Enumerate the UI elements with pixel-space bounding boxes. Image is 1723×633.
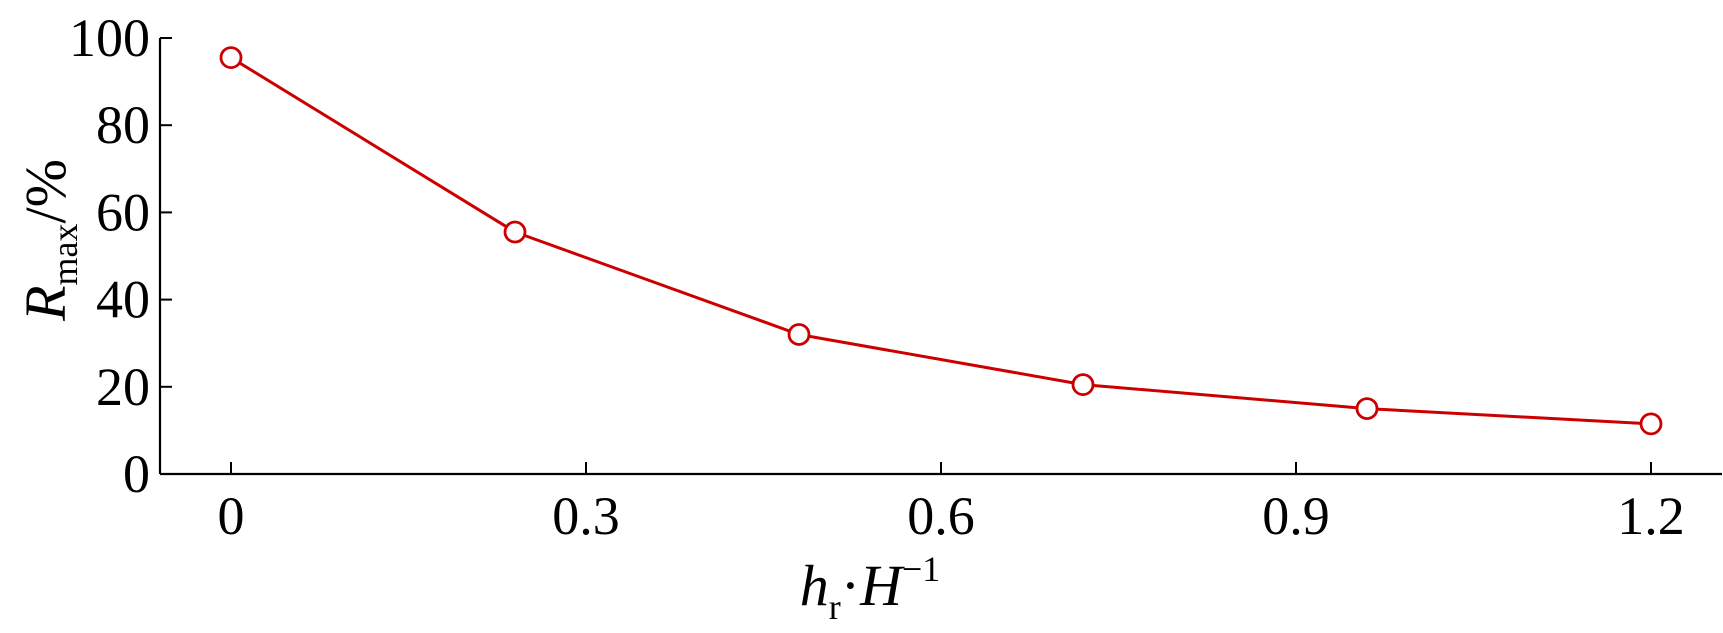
series — [219, 46, 1663, 436]
x-tick-label: 0.3 — [552, 486, 620, 546]
y-tick-label: 40 — [96, 270, 150, 330]
data-point — [503, 220, 527, 244]
y-axis-label: Rmax/% — [13, 159, 85, 322]
x-axis-label-dot: · — [841, 553, 860, 618]
ticks: 0 20 40 60 80 100 0 0.3 0.6 0.9 1.2 — [69, 8, 1685, 546]
data-point — [787, 323, 811, 346]
x-tick-label: 0 — [218, 486, 245, 546]
data-point — [219, 46, 243, 70]
x-tick-label: 1.2 — [1617, 486, 1685, 546]
series-line — [230, 56, 1652, 426]
x-tick-label: 0.6 — [907, 486, 975, 546]
axes — [158, 38, 1722, 476]
x-axis-label-sub: r — [829, 587, 841, 627]
y-axis-label-sub: max — [45, 224, 85, 286]
data-point — [1071, 373, 1095, 397]
data-point — [1355, 397, 1379, 421]
y-tick-label: 100 — [69, 8, 150, 68]
y-tick-label: 60 — [96, 182, 150, 242]
data-point — [1639, 412, 1663, 436]
x-axis-label-main2: H — [859, 553, 905, 618]
x-axis-label-sup: −1 — [902, 549, 940, 589]
y-axis-label-suffix: /% — [13, 159, 78, 223]
x-axis-label: hr·H−1 — [800, 549, 941, 627]
y-tick-label: 0 — [123, 444, 150, 504]
y-tick-label: 20 — [96, 357, 150, 417]
y-axis-label-main: R — [13, 285, 78, 321]
x-axis-label-main: h — [800, 553, 829, 618]
x-tick-label: 0.9 — [1262, 486, 1330, 546]
y-tick-label: 80 — [96, 95, 150, 155]
